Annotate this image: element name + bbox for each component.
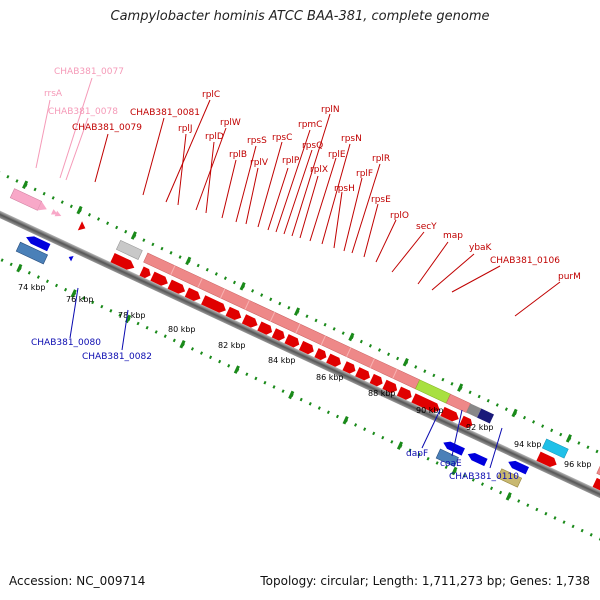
pink-leader-lines bbox=[35, 77, 93, 181]
rrna-arrow bbox=[37, 201, 47, 211]
gene-0080-block bbox=[15, 241, 49, 265]
purm-block bbox=[541, 438, 569, 459]
lower-tick-rail bbox=[0, 241, 600, 549]
label-map: map bbox=[443, 231, 463, 241]
gene-0081-grey bbox=[115, 239, 143, 260]
label-chab0106: CHAB381_0106 bbox=[490, 256, 560, 266]
label-coae: coaE bbox=[440, 459, 462, 469]
chab0106-block bbox=[477, 408, 494, 424]
label-rple: rplE bbox=[328, 150, 346, 160]
label-chab0077: CHAB381_0077 bbox=[54, 67, 124, 77]
label-rrsa: rrsA bbox=[44, 89, 63, 99]
tick-80: 80 kbp bbox=[168, 325, 196, 334]
label-rplv: rplV bbox=[250, 158, 269, 168]
upper-tick-rail bbox=[0, 170, 600, 478]
trna-feature-2 bbox=[54, 210, 62, 217]
blue-leader-lines bbox=[69, 287, 503, 469]
tick-76: 76 kbp bbox=[66, 295, 94, 304]
accession-text: Accession: NC_009714 bbox=[9, 574, 146, 588]
label-rplo: rplO bbox=[390, 211, 409, 221]
ybak-block bbox=[466, 403, 482, 418]
tick-90: 90 kbp bbox=[416, 406, 444, 415]
tick-88: 88 kbp bbox=[368, 389, 396, 398]
dapf-block bbox=[435, 448, 459, 467]
forward-gene-arrows bbox=[110, 253, 600, 503]
label-rpsq: rpsQ bbox=[302, 141, 323, 151]
label-dapf: dapF bbox=[406, 449, 428, 459]
label-chab0082: CHAB381_0082 bbox=[82, 352, 152, 362]
label-rpsn: rpsN bbox=[341, 134, 362, 144]
label-chab0078: CHAB381_0078 bbox=[48, 107, 118, 117]
chab0110-block bbox=[497, 468, 523, 488]
label-rpse: rpsE bbox=[371, 195, 391, 205]
label-ybak: ybaK bbox=[469, 243, 493, 253]
tick-74: 74 kbp bbox=[18, 283, 46, 292]
genome-summary-text: Topology: circular; Length: 1,711,273 bp… bbox=[260, 574, 590, 588]
label-rplc: rplC bbox=[202, 90, 220, 100]
tick-86: 86 kbp bbox=[316, 373, 344, 382]
rrna-feature bbox=[9, 188, 43, 211]
gene-0079 bbox=[77, 221, 86, 231]
kbp-tick-labels: 74 kbp 76 kbp 78 kbp 80 kbp 82 kbp 84 kb… bbox=[18, 283, 592, 469]
label-rplp: rplP bbox=[282, 156, 300, 166]
tick-94: 94 kbp bbox=[514, 440, 542, 449]
label-secy: secY bbox=[416, 222, 437, 232]
label-chab0081: CHAB381_0081 bbox=[130, 108, 200, 118]
label-rpsh: rpsH bbox=[334, 184, 355, 194]
ribosomal-operon-block bbox=[143, 252, 421, 390]
label-rplf: rplF bbox=[356, 169, 373, 179]
label-rplj: rplJ bbox=[178, 124, 193, 134]
label-rpss: rpsS bbox=[247, 136, 267, 146]
label-rpld: rplD bbox=[205, 132, 224, 142]
tick-78: 78 kbp bbox=[118, 311, 146, 320]
label-rplr: rplR bbox=[372, 154, 390, 164]
label-chab0110: CHAB381_0110 bbox=[449, 472, 519, 482]
tick-96: 96 kbp bbox=[564, 460, 592, 469]
label-rplx: rplX bbox=[310, 165, 328, 175]
label-purm: purM bbox=[558, 272, 581, 282]
red-leader-lines bbox=[94, 99, 561, 317]
label-chab0080: CHAB381_0080 bbox=[31, 338, 101, 348]
tick-82: 82 kbp bbox=[218, 341, 246, 350]
label-rpln: rplN bbox=[321, 105, 340, 115]
tick-92: 92 kbp bbox=[466, 423, 494, 432]
label-rplw: rplW bbox=[220, 118, 241, 128]
label-rpmc: rpmC bbox=[298, 120, 322, 130]
genome-backbone bbox=[0, 202, 600, 514]
page-title: Campylobacter hominis ATCC BAA-381, comp… bbox=[110, 9, 490, 24]
trna-feature-1 bbox=[50, 209, 58, 215]
label-chab0079: CHAB381_0079 bbox=[72, 123, 142, 133]
reverse-gene-arrows bbox=[26, 236, 529, 475]
major-ticks bbox=[16, 180, 572, 501]
label-rplb: rplB bbox=[229, 150, 247, 160]
label-rpsc: rpsC bbox=[272, 133, 292, 143]
next-operon-block bbox=[596, 463, 600, 495]
tick-84: 84 kbp bbox=[268, 356, 296, 365]
